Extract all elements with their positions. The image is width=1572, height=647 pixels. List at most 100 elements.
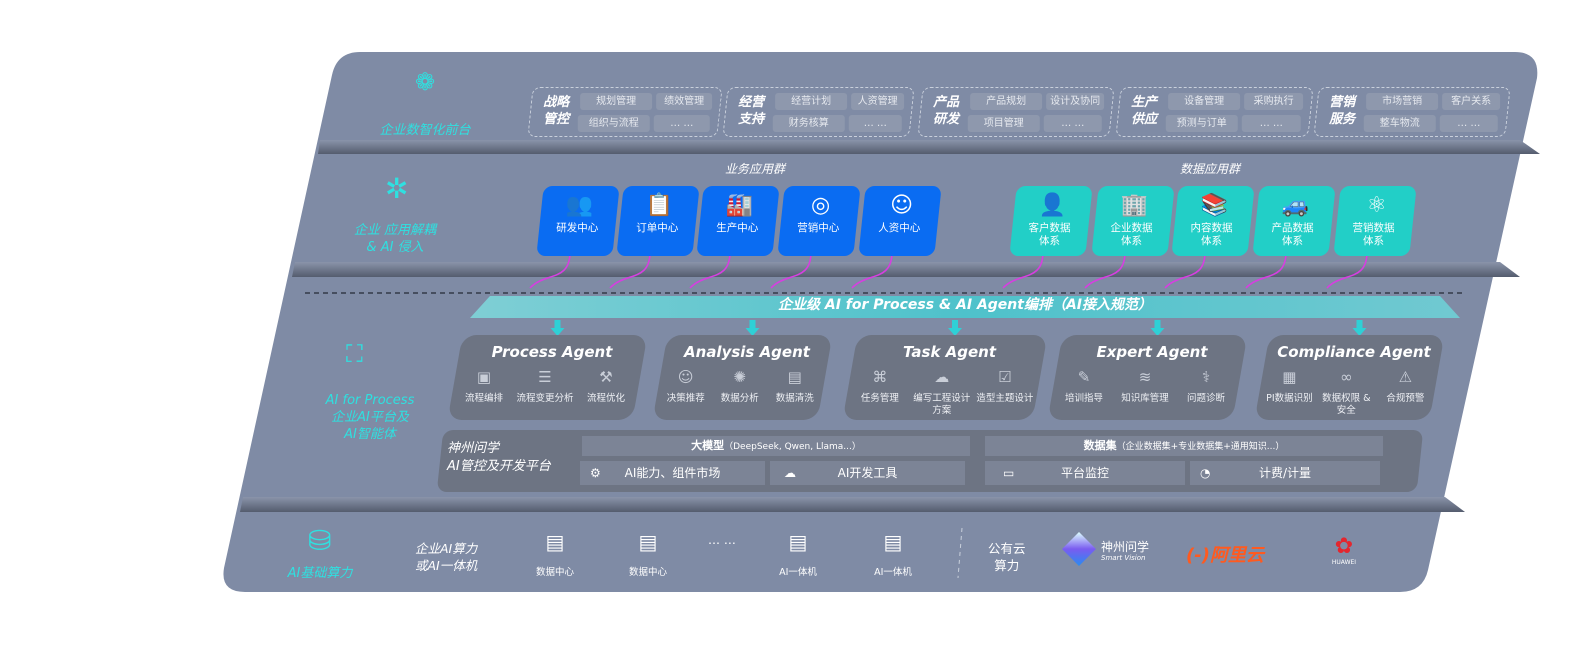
capability-chip[interactable]: 人资管理 — [851, 93, 905, 110]
capability-chip[interactable]: … … — [848, 115, 902, 132]
person-icon: ☺ — [890, 193, 914, 218]
agent-feature-label: 培训指导 — [1065, 393, 1104, 404]
huawei-petals-icon: ✿ — [1334, 534, 1354, 559]
gear-atom-icon: ✺ — [733, 368, 747, 386]
agent-feature: ☺ 决策推荐 — [659, 367, 713, 405]
layer2-label-line: & AI 侵入 — [366, 240, 424, 255]
group-title-line: 服务 — [1329, 112, 1356, 127]
group-title-line: 支持 — [738, 112, 765, 127]
capability-chip[interactable]: … … — [653, 115, 710, 132]
agent-card[interactable]: Task Agent ⌘ 任务管理 ☁ 编写工程设计方案 ☑ 造型主题设计 — [842, 335, 1048, 420]
agent-feature-label: 知识库管理 — [1121, 393, 1169, 404]
diagnose-icon: ⚕ — [1202, 368, 1211, 386]
capability-chip[interactable]: 绩效管理 — [656, 93, 713, 110]
capability-chip[interactable]: 市场营销 — [1366, 93, 1439, 110]
capability-chip[interactable]: 客户关系 — [1442, 93, 1501, 110]
car-icon: 🚙 — [1281, 193, 1310, 218]
capability-chip[interactable]: … … — [1043, 115, 1102, 132]
layer3-label-line: AI for Process — [325, 393, 415, 408]
data-app-tile[interactable]: 📚 内容数据 体系 — [1171, 186, 1255, 256]
capability-chip[interactable]: 规划管理 — [580, 93, 653, 110]
data-app-tile[interactable]: ⚛ 营销数据 体系 — [1333, 186, 1417, 256]
server-icon: ▤ — [883, 530, 903, 554]
agent-feature-label: 流程编排 — [465, 393, 504, 404]
agent-card[interactable]: Compliance Agent ▦ PI数据识别 ∞ 数据权限 & 安全 ⚠ 合规预警 — [1254, 335, 1445, 420]
agent-feature-label: 造型主题设计 — [976, 393, 1034, 404]
dataset-bar-title: 数据集 — [1083, 439, 1117, 452]
atom-icon: ⚛ — [1366, 193, 1387, 218]
data-app-tile[interactable]: 👤 客户数据 体系 — [1009, 186, 1093, 256]
vendor-name: 阿里云 — [1209, 545, 1264, 566]
down-arrow-icon — [948, 320, 962, 336]
database-icon: ⛁ — [308, 524, 332, 557]
integration-arrow — [1245, 251, 1287, 289]
platform-item-market: ⚙ AI能力、组件市场 — [580, 461, 765, 485]
capability-chip[interactable]: 财务核算 — [772, 115, 845, 132]
data-app-label: 营销数据 体系 — [1336, 222, 1412, 248]
server-icon: ▤ — [638, 530, 658, 554]
integration-arrow — [770, 251, 812, 289]
platform-title-line: 神州问学 — [447, 441, 500, 456]
enterprise-compute-line: 或AI一体机 — [415, 558, 478, 573]
data-app-label: 客户数据 体系 — [1012, 222, 1088, 248]
network-icon: ⌘ — [872, 368, 888, 386]
public-cloud-line: 公有云 — [988, 541, 1026, 556]
agent-card[interactable]: Process Agent ▣ 流程编排 ☰ 流程变更分析 ⚒ 流程优化 — [447, 335, 648, 420]
capability-chip[interactable]: 组织与流程 — [577, 115, 650, 132]
business-app-label: 订单中心 — [636, 222, 679, 234]
capability-chip[interactable]: … … — [1241, 115, 1301, 132]
agent-feature-label: 问题诊断 — [1187, 393, 1226, 404]
layer1-label: 企业数智化前台 — [379, 123, 471, 138]
business-app-tile[interactable]: ☺ 人资中心 — [858, 186, 942, 256]
capability-chip[interactable]: 设备管理 — [1168, 93, 1241, 110]
agent-feature: ☁ 编写工程设计方案 — [910, 367, 973, 417]
platform-item-billing: ◔ 计费/计量 — [1190, 461, 1380, 485]
capability-chip[interactable]: 整车物流 — [1363, 115, 1436, 132]
agent-title: Expert Agent — [1096, 343, 1208, 361]
capability-chip[interactable]: 项目管理 — [967, 115, 1040, 132]
vendor-sub: Smart Vision — [1101, 554, 1146, 562]
data-app-label-line: 体系 — [1201, 235, 1223, 247]
clipboard-icon: 📋 — [645, 193, 674, 218]
platform-title-line: AI管控及开发平台 — [447, 459, 551, 474]
business-app-tile[interactable]: 👥 研发中心 — [536, 186, 620, 256]
data-app-tile[interactable]: 🚙 产品数据 体系 — [1252, 186, 1336, 256]
integration-arrow — [1164, 251, 1206, 289]
data-app-label-line: 内容数据 — [1190, 222, 1233, 234]
capability-chip[interactable]: 采购执行 — [1244, 93, 1304, 110]
capability-chip[interactable]: 设计及协同 — [1046, 93, 1105, 110]
capability-chip[interactable]: 预测与订单 — [1165, 115, 1238, 132]
platform-item-devtools: ☁ AI开发工具 — [770, 461, 965, 485]
enterprise-compute-label: 企业AI算力 或AI一体机 — [415, 540, 477, 574]
users-icon: 👥 — [565, 193, 594, 218]
data-app-tile[interactable]: 🏢 企业数据 体系 — [1091, 186, 1175, 256]
business-app-label: 生产中心 — [716, 222, 759, 234]
ai-orchestration-banner: 企业级 AI for Process & AI Agent编排（AI接入规范） — [777, 297, 1153, 313]
data-app-label-line: 体系 — [1363, 235, 1385, 247]
pencil-icon: ✎ — [1077, 368, 1091, 386]
integration-arrow — [529, 251, 571, 289]
agent-feature: ⚠ 合规预警 — [1376, 367, 1434, 405]
business-app-tile[interactable]: 📋 订单中心 — [616, 186, 700, 256]
component-market-icon: ⚙ — [590, 466, 601, 480]
agent-feature-label: 编写工程设计方案 — [912, 393, 970, 416]
agent-feature-label: 数据清洗 — [775, 393, 814, 404]
business-app-tile[interactable]: 🏭 生产中心 — [696, 186, 780, 256]
data-apps-title: 数据应用群 — [1179, 162, 1240, 176]
agent-feature: ▦ PI数据识别 — [1261, 367, 1319, 405]
capability-chip[interactable]: 产品规划 — [970, 93, 1043, 110]
servers-ellipsis: … … — [708, 533, 736, 547]
group-title-line: 营销 — [1329, 95, 1356, 110]
platform-item-label: AI能力、组件市场 — [624, 466, 721, 480]
dev-tools-icon: ☁ — [784, 466, 796, 480]
aliyun-mark: (-) — [1186, 545, 1210, 566]
business-app-tile[interactable]: ◎ 营销中心 — [777, 186, 861, 256]
capability-chip[interactable]: … … — [1439, 115, 1498, 132]
capability-chip[interactable]: 经营计划 — [775, 93, 848, 110]
chart-icon: ▣ — [476, 368, 492, 386]
layer3-label: AI for Process 企业AI平台及 AI智能体 — [300, 392, 440, 443]
agent-card[interactable]: Expert Agent ✎ 培训指导 ≋ 知识库管理 ⚕ 问题诊断 — [1047, 335, 1248, 420]
server-icon: ▤ — [788, 530, 808, 554]
brain-icon: ❁ — [415, 68, 436, 96]
agent-card[interactable]: Analysis Agent ☺ 决策推荐 ✺ 数据分析 ▤ 数据清洗 — [652, 335, 833, 420]
